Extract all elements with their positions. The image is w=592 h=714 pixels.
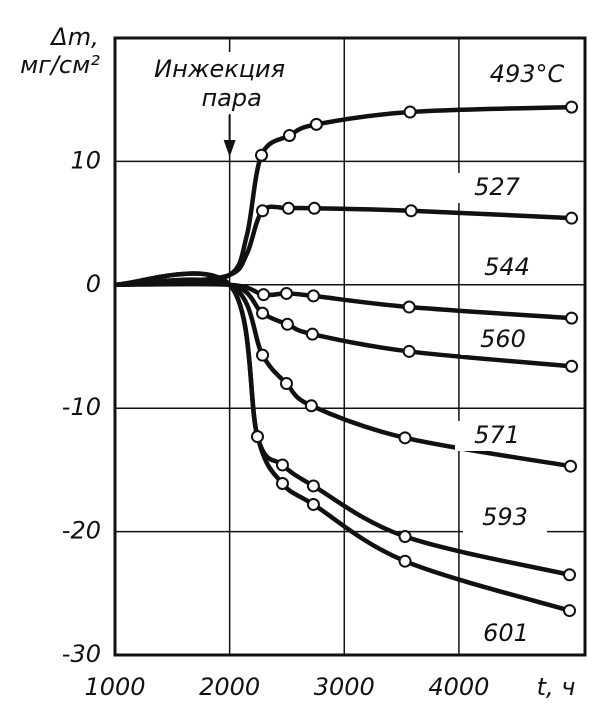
x-tick-label: 1000 bbox=[84, 673, 145, 701]
plot-frame bbox=[113, 36, 587, 657]
series-label-bg bbox=[455, 421, 539, 451]
series-label: 593 bbox=[482, 503, 528, 531]
x-tick-label: 2000 bbox=[199, 673, 260, 701]
x-tick-label: 4000 bbox=[428, 673, 489, 701]
data-point bbox=[398, 431, 412, 445]
data-point bbox=[282, 128, 296, 142]
data-point bbox=[563, 568, 577, 582]
data-point bbox=[403, 105, 417, 119]
series-label-bg bbox=[464, 619, 548, 649]
data-point bbox=[307, 201, 321, 215]
y-axis-label: мг/см² bbox=[20, 51, 100, 79]
data-point bbox=[255, 148, 269, 162]
series-label: 544 bbox=[484, 253, 530, 281]
data-point bbox=[398, 554, 412, 568]
data-point bbox=[305, 327, 319, 341]
data-point bbox=[565, 311, 579, 325]
y-tick-label: -30 bbox=[62, 640, 101, 668]
data-point bbox=[565, 359, 579, 373]
series-label-bg bbox=[455, 173, 539, 203]
y-tick-label: -10 bbox=[62, 393, 101, 421]
annotation-text: пара bbox=[201, 84, 261, 112]
annotation-arrowhead bbox=[223, 140, 236, 157]
data-point bbox=[398, 530, 412, 544]
data-point bbox=[280, 317, 294, 331]
data-point bbox=[275, 458, 289, 472]
y-axis-label: Δm, bbox=[49, 23, 98, 51]
data-point bbox=[256, 204, 270, 218]
data-point bbox=[279, 377, 293, 391]
x-tick-label: 3000 bbox=[314, 673, 375, 701]
data-point bbox=[565, 211, 579, 225]
series-label-bg bbox=[461, 325, 545, 355]
series-label: 560 bbox=[480, 325, 526, 353]
data-point bbox=[563, 604, 577, 618]
y-tick-label: 10 bbox=[70, 146, 101, 174]
data-point bbox=[306, 289, 320, 303]
series-label-bg bbox=[485, 60, 569, 90]
series-label: 527 bbox=[474, 173, 521, 201]
data-point bbox=[304, 399, 318, 413]
data-point bbox=[257, 288, 271, 302]
data-point bbox=[402, 300, 416, 314]
series-label-bg bbox=[465, 253, 549, 283]
data-point bbox=[256, 306, 270, 320]
series-label: 601 bbox=[483, 619, 529, 647]
annotation-bg bbox=[139, 52, 320, 114]
data-point bbox=[256, 348, 270, 362]
data-point bbox=[250, 430, 264, 444]
data-point bbox=[404, 204, 418, 218]
series-label: 571 bbox=[474, 421, 520, 449]
data-point bbox=[281, 201, 295, 215]
series-label-bg bbox=[463, 503, 547, 533]
y-tick-label: -20 bbox=[62, 517, 101, 545]
data-point bbox=[275, 476, 289, 490]
data-point bbox=[279, 286, 293, 300]
data-point bbox=[306, 497, 320, 511]
x-axis-label: t, ч bbox=[537, 673, 576, 701]
data-point bbox=[306, 479, 320, 493]
annotation-text: Инжекция bbox=[154, 55, 285, 83]
data-point bbox=[565, 100, 579, 114]
series-label: 493°С bbox=[490, 60, 565, 88]
data-point bbox=[402, 344, 416, 358]
y-tick-label: 0 bbox=[86, 270, 101, 298]
data-point bbox=[564, 459, 578, 473]
data-point bbox=[309, 117, 323, 131]
